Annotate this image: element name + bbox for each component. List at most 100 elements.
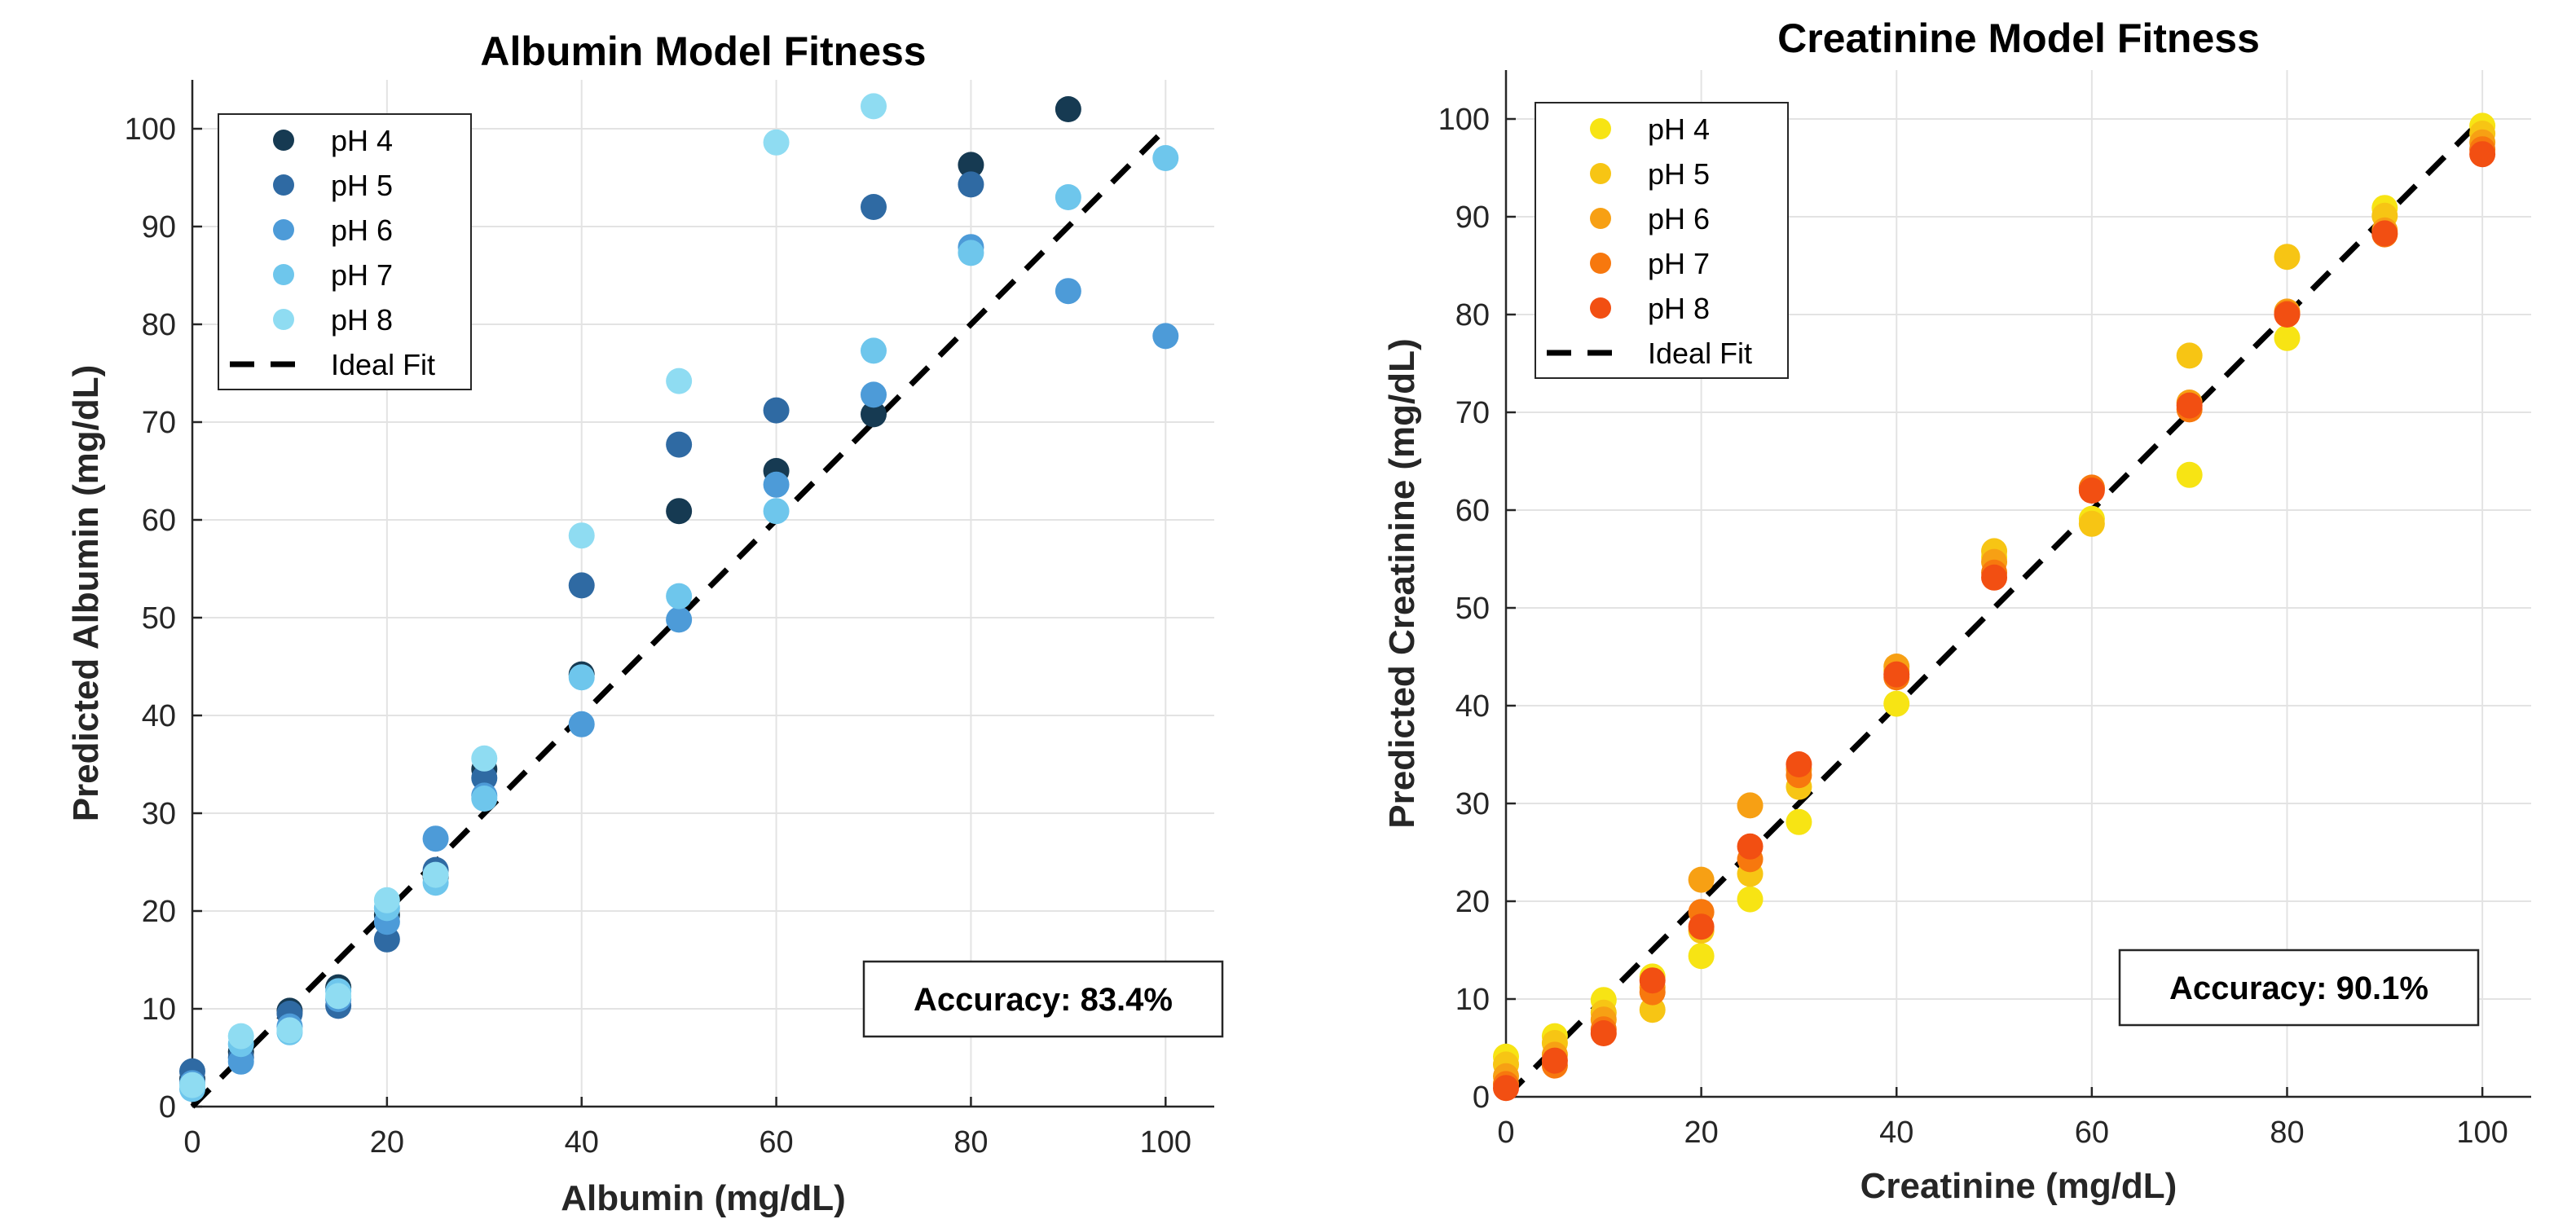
data-point (1590, 1020, 1617, 1046)
data-point (1786, 808, 1812, 835)
accuracy-annotation: Accuracy: 90.1% (2118, 949, 2480, 1027)
y-axis-label: Predicted Albumin (mg/dL) (66, 365, 106, 822)
data-point (568, 664, 595, 691)
data-point (471, 786, 498, 812)
data-point (1737, 833, 1764, 860)
y-tick-label: 10 (1455, 983, 1490, 1017)
legend-marker (1590, 163, 1611, 184)
annotation-box (862, 960, 1224, 1038)
data-point (861, 93, 887, 120)
legend-marker (1590, 208, 1611, 229)
legend-label: pH 7 (1648, 247, 1710, 280)
data-point (763, 397, 790, 424)
data-point (422, 861, 449, 888)
y-tick-label: 100 (125, 112, 176, 147)
legend-box (218, 113, 472, 390)
y-tick-label: 70 (142, 406, 176, 440)
chart-1: 0 20 40 60 80 100 0 10 20 30 40 50 60 70 80 90 100 Albumi… (66, 29, 1224, 1218)
x-tick-label: 40 (565, 1125, 599, 1160)
y-tick-label: 90 (142, 210, 176, 244)
data-point (763, 498, 790, 525)
y-tick-label: 30 (142, 797, 176, 831)
y-tick-label: 100 (1438, 103, 1490, 137)
y-tick-label: 60 (142, 504, 176, 538)
data-point (2274, 301, 2301, 328)
legend-label: pH 8 (331, 303, 393, 337)
chart-title: Albumin Model Fitness (480, 29, 926, 74)
x-axis-label: Creatinine (mg/dL) (1860, 1166, 2177, 1206)
y-tick-label: 90 (1455, 200, 1490, 235)
data-point (861, 337, 887, 364)
series-ph-8 (179, 93, 887, 1098)
y-tick-label: 50 (142, 601, 176, 636)
legend-label: pH 8 (1648, 292, 1710, 325)
data-point (1639, 967, 1666, 994)
data-point (227, 1023, 254, 1050)
data-point (1055, 278, 1081, 305)
x-tick-label: 60 (759, 1125, 793, 1160)
x-tick-label: 0 (1497, 1116, 1514, 1150)
accuracy-annotation: Accuracy: 83.4% (862, 960, 1224, 1038)
data-point (861, 194, 887, 220)
legend: pH 4 pH 5 pH 6 pH 7 pH 8 Ideal Fit (218, 113, 472, 390)
data-point (958, 240, 984, 266)
legend-marker (1590, 297, 1611, 319)
y-axis-label: Predicted Creatinine (mg/dL) (1382, 338, 1422, 828)
data-point (2371, 220, 2398, 247)
legend-label: pH 5 (1648, 157, 1710, 191)
data-point (373, 887, 400, 913)
data-point (1688, 866, 1715, 893)
data-point (1055, 184, 1081, 210)
x-tick-label: 40 (1879, 1116, 1913, 1150)
legend-label: Ideal Fit (331, 348, 435, 381)
x-tick-label: 100 (1140, 1125, 1191, 1160)
x-tick-label: 80 (2270, 1116, 2304, 1150)
data-point (666, 606, 693, 633)
data-point (276, 1017, 303, 1044)
x-axis-label: Albumin (mg/dL) (561, 1178, 846, 1218)
legend-box (1535, 102, 1789, 379)
y-tick-label: 20 (1455, 885, 1490, 919)
data-point (1786, 751, 1812, 777)
y-tick-labels: 0 10 20 30 40 50 60 70 80 90 100 (125, 112, 202, 1125)
legend-marker (273, 174, 294, 196)
data-point (1688, 913, 1715, 940)
data-point (763, 471, 790, 498)
data-point (1688, 943, 1715, 970)
legend-label: pH 6 (1648, 202, 1710, 235)
y-tick-label: 40 (142, 699, 176, 733)
chart-title: Creatinine Model Fitness (1777, 15, 2260, 61)
legend-label: pH 6 (331, 213, 393, 247)
data-point (2176, 461, 2203, 488)
data-point (861, 381, 887, 408)
data-point (471, 745, 498, 772)
data-point (958, 152, 984, 178)
x-tick-label: 80 (953, 1125, 988, 1160)
legend-marker (1590, 118, 1611, 139)
accuracy-text: Accuracy: 83.4% (914, 982, 1173, 1018)
data-point (422, 825, 449, 852)
legend-label: pH 4 (1648, 112, 1710, 146)
legend-label: pH 7 (331, 258, 393, 292)
legend-label: pH 4 (331, 124, 393, 157)
data-point (2176, 392, 2203, 419)
data-point (1883, 661, 1910, 688)
annotation-box (2118, 949, 2480, 1027)
data-point (2078, 478, 2105, 504)
x-tick-label: 0 (183, 1125, 200, 1160)
data-point (568, 711, 595, 737)
legend-marker (273, 219, 294, 240)
data-point (568, 522, 595, 549)
data-point (2078, 510, 2105, 537)
data-point (861, 401, 887, 428)
data-point (325, 983, 352, 1010)
ideal-fit-line (1504, 117, 2485, 1099)
legend-marker (273, 264, 294, 285)
data-point (179, 1072, 205, 1098)
y-tick-label: 0 (159, 1090, 176, 1125)
chart-2: 0 20 40 60 80 100 0 10 20 30 40 50 60 70 80 90 100 Creati… (1382, 15, 2531, 1206)
x-tick-label: 100 (2456, 1116, 2508, 1150)
x-tick-labels: 0 20 40 60 80 100 (1497, 1087, 2508, 1150)
grid (192, 80, 1214, 1107)
